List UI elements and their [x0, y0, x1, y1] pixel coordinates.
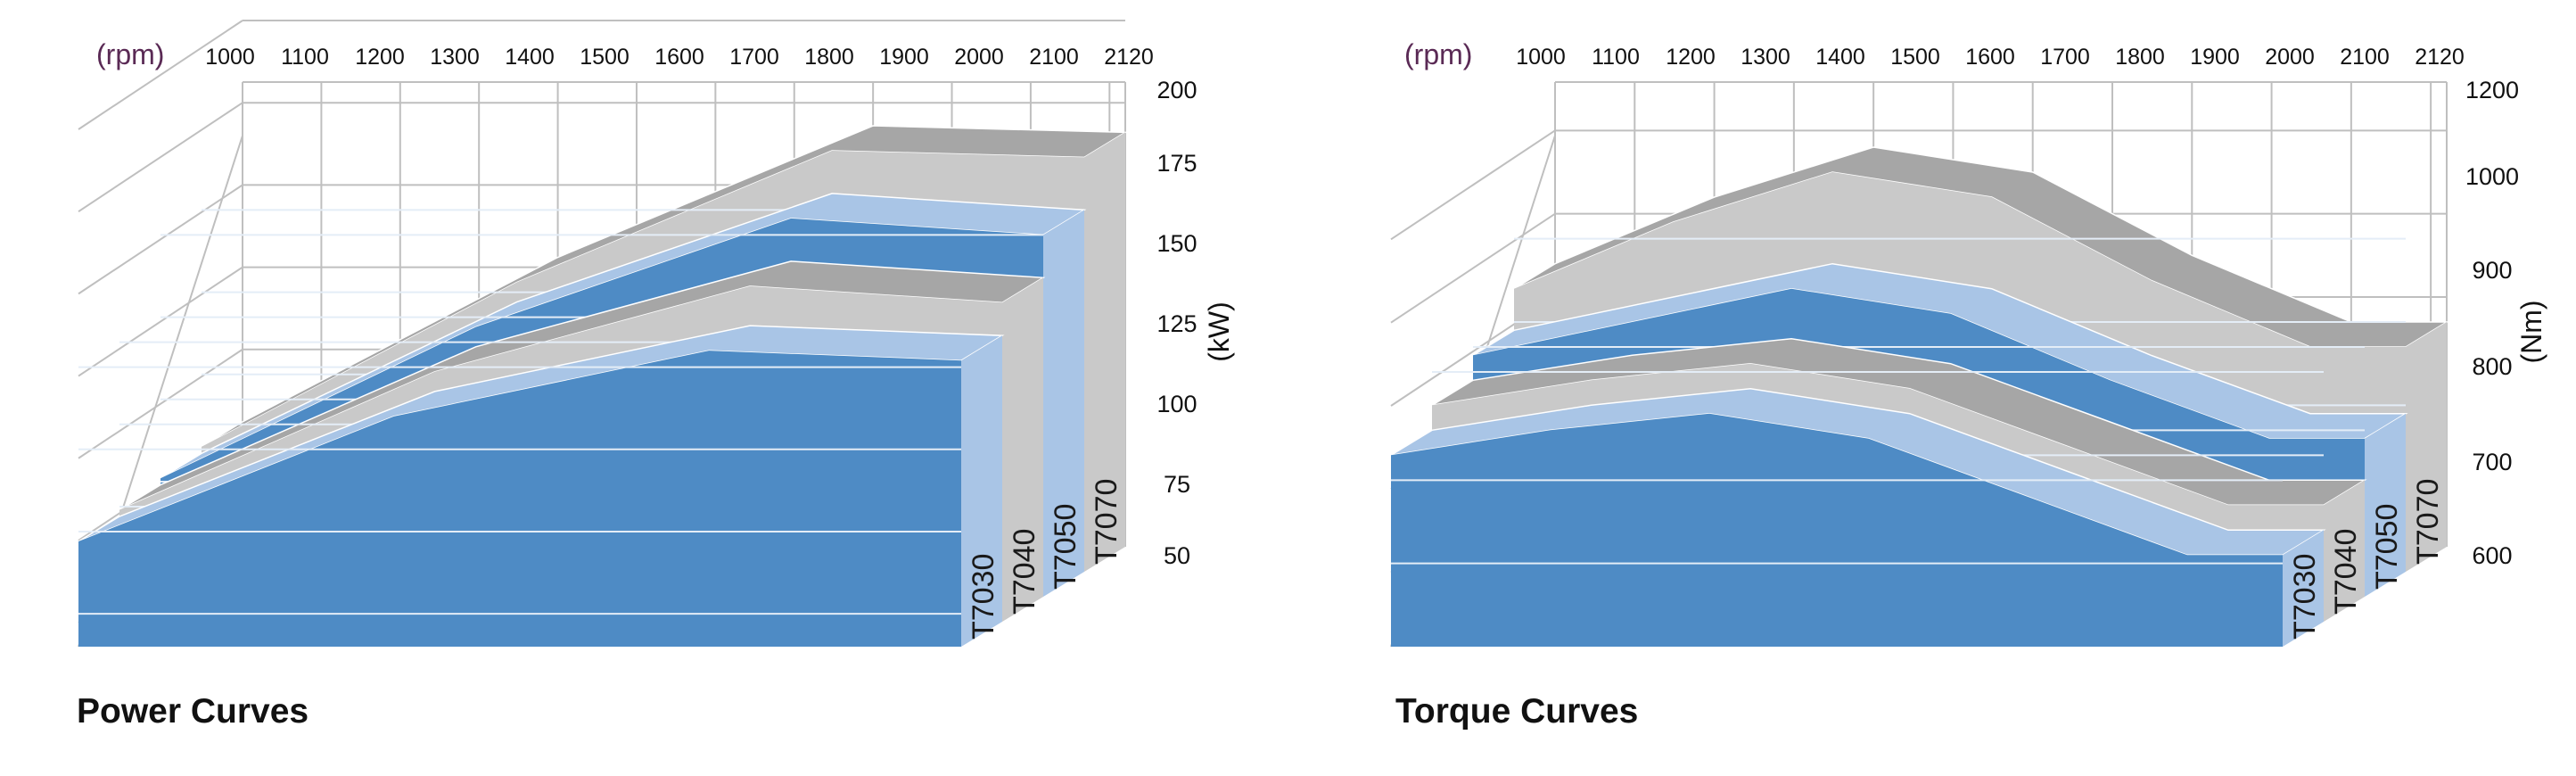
y-tick-600: 600: [2472, 542, 2512, 569]
grid-side-y-900: [1390, 212, 1556, 324]
y-tick-700: 700: [2472, 449, 2512, 475]
y-unit-label: (Nm): [2515, 300, 2547, 363]
series-label-T7030: T7030: [2288, 554, 2322, 640]
x-tick-2100: 2100: [2340, 45, 2390, 70]
series-label-T7050: T7050: [2370, 504, 2404, 590]
series-label-T7050: T7050: [1049, 504, 1082, 590]
x-unit-label: (rpm): [96, 38, 164, 70]
series-side-T7030: [961, 335, 1002, 647]
y-tick-900: 900: [2472, 257, 2512, 284]
power-curves-caption: Power Curves: [77, 692, 309, 731]
x-tick-2000: 2000: [954, 45, 1004, 70]
x-tick-1700: 1700: [729, 45, 779, 70]
x-tick-2120: 2120: [1104, 45, 1154, 70]
x-tick-1400: 1400: [505, 45, 555, 70]
x-tick-1000: 1000: [205, 45, 255, 70]
torque-curves-caption: Torque Curves: [1395, 692, 1639, 731]
grid-side-y-150: [78, 184, 243, 295]
x-tick-1200: 1200: [355, 45, 405, 70]
y-tick-200: 200: [1156, 77, 1197, 103]
grid-side-y-175: [78, 102, 243, 213]
y-tick-50: 50: [1164, 542, 1190, 569]
grid-side-y-200: [78, 20, 243, 130]
x-tick-1800: 1800: [2115, 45, 2165, 70]
series-side-T7050: [2365, 413, 2406, 597]
x-tick-1300: 1300: [1741, 45, 1790, 70]
x-tick-2100: 2100: [1029, 45, 1079, 70]
series-face-T7030: [1391, 413, 2283, 647]
series-face-T7030: [78, 351, 961, 647]
x-tick-1700: 1700: [2040, 45, 2090, 70]
x-tick-1500: 1500: [1890, 45, 1940, 70]
series-label-T7070: T7070: [1090, 479, 1123, 565]
series-side-T7030: [2283, 530, 2324, 647]
x-tick-1000: 1000: [1516, 45, 1566, 70]
x-tick-1200: 1200: [1666, 45, 1716, 70]
grid-side-y-1000: [1390, 129, 1556, 241]
y-tick-175: 175: [1156, 150, 1197, 177]
x-tick-2000: 2000: [2265, 45, 2315, 70]
y-tick-75: 75: [1164, 471, 1190, 498]
y-tick-125: 125: [1156, 310, 1197, 337]
y-tick-100: 100: [1156, 391, 1197, 417]
y-tick-1200: 1200: [2465, 77, 2519, 103]
series-side-T7050: [1043, 210, 1084, 597]
x-tick-1100: 1100: [1592, 45, 1640, 70]
x-tick-1800: 1800: [804, 45, 854, 70]
series-label-T7030: T7030: [967, 554, 1000, 640]
x-tick-1100: 1100: [281, 45, 329, 70]
x-tick-1500: 1500: [580, 45, 630, 70]
x-unit-label: (rpm): [1404, 38, 1472, 70]
x-tick-1900: 1900: [2190, 45, 2240, 70]
x-tick-1600: 1600: [654, 45, 704, 70]
series-side-T7040: [1002, 277, 1043, 622]
y-unit-label: (kW): [1203, 301, 1235, 362]
series-side-T7070: [2406, 322, 2447, 572]
y-tick-150: 150: [1156, 230, 1197, 257]
x-tick-1300: 1300: [430, 45, 480, 70]
series-label-T7070: T7070: [2411, 479, 2445, 565]
series-side-T7040: [2324, 480, 2365, 622]
x-tick-1900: 1900: [879, 45, 929, 70]
x-tick-1600: 1600: [1965, 45, 2015, 70]
x-tick-2120: 2120: [2415, 45, 2465, 70]
y-tick-1000: 1000: [2465, 163, 2519, 190]
grid-side-y-125: [78, 266, 243, 377]
series-side-T7070: [1084, 132, 1125, 572]
series-label-T7040: T7040: [2329, 529, 2363, 615]
series-label-T7040: T7040: [1008, 529, 1041, 615]
y-tick-800: 800: [2472, 353, 2512, 380]
x-tick-1400: 1400: [1815, 45, 1865, 70]
